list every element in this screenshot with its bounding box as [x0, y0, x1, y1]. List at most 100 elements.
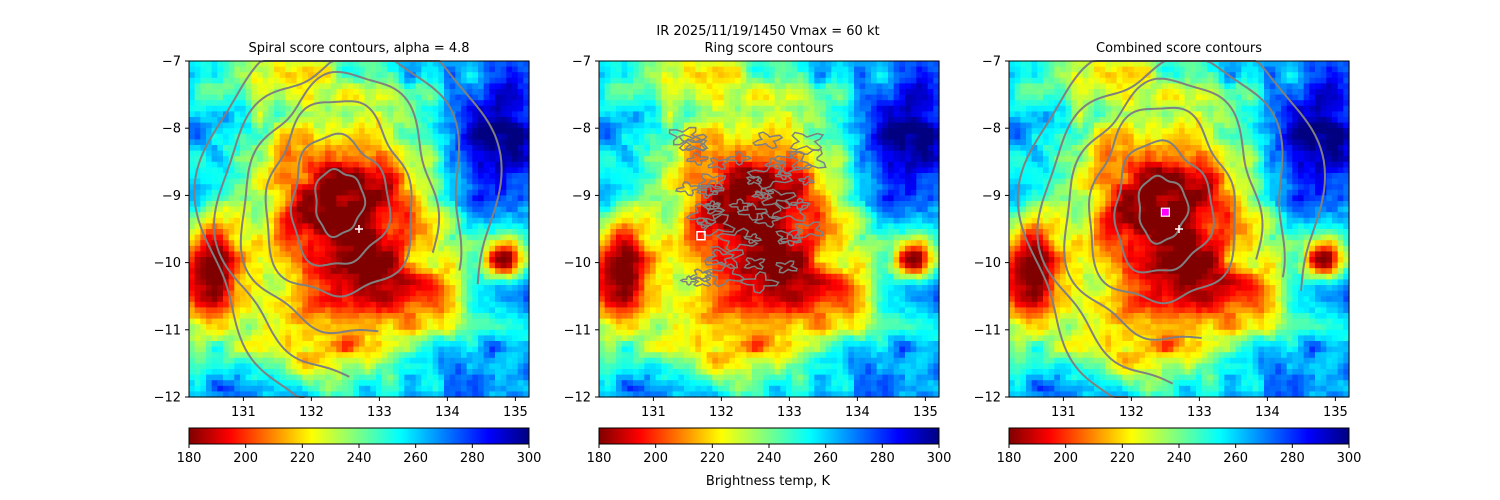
score-contours-3 [1016, 60, 1327, 398]
ring-contour-25 [688, 268, 714, 283]
xtick-label-3-4: 135 [1323, 405, 1348, 420]
ytick-label-1-5: −12 [154, 391, 181, 406]
ring-contour-45 [736, 202, 769, 221]
center-marker-1 [355, 225, 363, 233]
ytick-label-2-0: −7 [572, 55, 591, 70]
ytick-label-3-4: −11 [974, 323, 1001, 338]
xtick-label-2-0: 131 [641, 405, 666, 420]
ytick-label-1-2: −9 [162, 189, 181, 204]
ring-contour-23 [788, 148, 827, 171]
score-contours-2 [668, 126, 827, 294]
ring-contour-41 [772, 150, 814, 175]
colorbar-tick-label-2-2: 220 [700, 451, 725, 466]
spiral-contour-1-2 [289, 132, 392, 267]
ring-contour-27 [703, 200, 721, 210]
score-contours-1 [193, 60, 503, 398]
colorbar-tick-label-1-0: 180 [177, 451, 202, 466]
ytick-label-3-2: −9 [982, 189, 1001, 204]
ring-contour-32 [675, 181, 702, 197]
ring-contour-36 [677, 133, 709, 152]
colorbar-label: Brightness temp, K [706, 474, 831, 489]
ytick-label-3-1: −8 [982, 122, 1001, 137]
ring-contour-6 [752, 131, 784, 150]
colorbar-tick-label-3-6: 300 [1337, 451, 1362, 466]
ring-contour-42 [775, 228, 803, 245]
colorbar-tick-label-3-4: 260 [1223, 451, 1248, 466]
spiral-contour-1-4 [239, 70, 441, 335]
panel-title-2: Ring score contours [704, 41, 833, 56]
axes-frame-2 [598, 60, 940, 398]
spiral-contour-3-2 [1113, 139, 1215, 274]
colorbar-tick-label-2-0: 180 [587, 451, 612, 466]
panel-1: Spiral score contours, alpha = 4.8 131 132… [154, 41, 542, 466]
ring-contour-30 [684, 138, 708, 152]
ytick-label-2-1: −8 [572, 122, 591, 137]
xtick-label-1-1: 132 [299, 405, 324, 420]
ring-contour-39 [728, 198, 753, 213]
xtick-label-1-0: 131 [231, 405, 256, 420]
xtick-label-1-3: 134 [435, 405, 460, 420]
ytick-label-1-3: −10 [154, 256, 181, 271]
ring-contour-24 [743, 257, 766, 270]
colorbar-tick-label-1-1: 200 [233, 451, 258, 466]
ytick-label-2-4: −11 [564, 323, 591, 338]
xtick-label-3-2: 133 [1187, 405, 1212, 420]
axes-frame-1 [188, 60, 530, 398]
spiral-contour-3-1 [1137, 174, 1190, 245]
spiral-contour-1-3 [264, 100, 413, 298]
xtick-label-2-2: 133 [777, 405, 802, 420]
ring-contour-10 [775, 260, 798, 274]
colorbar-tick-label-2-5: 280 [870, 451, 895, 466]
panel-title-1: Spiral score contours, alpha = 4.8 [248, 41, 469, 56]
ring-contour-14 [725, 150, 753, 166]
ring-contour-40 [697, 180, 725, 197]
colorbar-tick-label-3-5: 280 [1280, 451, 1305, 466]
ytick-label-2-3: −10 [564, 256, 591, 271]
spiral-contour-3-4 [1063, 77, 1264, 341]
spiral-contour-3-3 [1087, 106, 1236, 305]
colorbar-tick-label-1-3: 240 [347, 451, 372, 466]
panel-2: Ring score contours 131 132 133 134 135 −7 −8 −9… [564, 41, 952, 466]
heatmap-3 [1009, 61, 1350, 398]
axes-frame-3 [1008, 60, 1350, 398]
colorbar-tick-label-2-4: 260 [813, 451, 838, 466]
colorbar-1 [188, 427, 530, 445]
ring-contour-37 [707, 157, 729, 170]
xtick-label-2-1: 132 [709, 405, 734, 420]
xtick-label-2-4: 135 [913, 405, 938, 420]
panel-title-3: Combined score contours [1096, 41, 1262, 56]
xtick-label-2-3: 134 [845, 405, 870, 420]
colorbar-2 [598, 427, 940, 445]
ring-contour-43 [770, 199, 810, 222]
ring-contour-33 [679, 275, 699, 286]
colorbar-tick-label-3-3: 240 [1167, 451, 1192, 466]
ytick-label-3-0: −7 [982, 55, 1001, 70]
colorbar-tick-label-1-6: 300 [517, 451, 542, 466]
colorbar-tick-label-1-5: 280 [460, 451, 485, 466]
xtick-label-3-3: 134 [1255, 405, 1280, 420]
ytick-label-2-5: −12 [564, 391, 591, 406]
heatmap-1 [189, 61, 530, 398]
ring-contour-18 [697, 173, 727, 190]
panel-3: Combined score contours 131 132 133 134 135 −7… [974, 41, 1362, 466]
ring-contour-34 [797, 175, 816, 186]
ring-contour-22 [715, 227, 759, 253]
ytick-label-3-3: −10 [974, 256, 1001, 271]
xtick-label-3-0: 131 [1051, 405, 1076, 420]
ring-contour-1 [774, 169, 793, 181]
ring-contour-44 [750, 190, 768, 200]
colorbar-tick-label-2-6: 300 [927, 451, 952, 466]
spiral-contour-1-1 [314, 167, 367, 238]
colorbar-tick-label-3-0: 180 [997, 451, 1022, 466]
ring-contour-7 [685, 152, 709, 166]
xtick-label-1-4: 135 [503, 405, 528, 420]
ring-contour-2 [739, 270, 780, 294]
colorbar-tick-label-3-2: 220 [1110, 451, 1135, 466]
colorbar-tick-label-2-3: 240 [757, 451, 782, 466]
ring-contour-17 [745, 175, 762, 186]
heatmap-2 [599, 61, 940, 398]
spiral-contour-3-5 [1036, 60, 1286, 385]
spiral-contour-1-5 [212, 60, 463, 378]
ring-max-marker [696, 230, 706, 241]
